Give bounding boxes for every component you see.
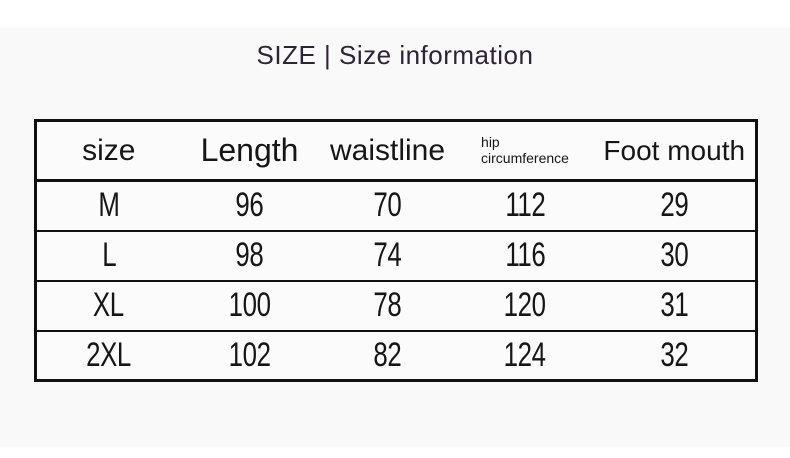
cell-length: 102 xyxy=(181,331,319,381)
cell-size: L xyxy=(36,231,181,281)
table-header-row: size Length waistline hip circumference … xyxy=(35,121,757,181)
cell-value: 96 xyxy=(235,186,264,225)
cell-length: 100 xyxy=(181,281,319,331)
cell-foot-mouth: 29 xyxy=(594,181,757,231)
cell-length: 98 xyxy=(181,231,319,281)
cell-foot-mouth: 32 xyxy=(594,331,757,381)
column-header-size: size xyxy=(36,121,181,181)
cell-value: 120 xyxy=(504,286,546,324)
cell-value: 102 xyxy=(228,335,271,374)
cell-value: 29 xyxy=(660,186,689,225)
column-header-hip-circumference: hip circumference xyxy=(457,121,594,181)
cell-value: 32 xyxy=(660,335,689,374)
cell-value: 74 xyxy=(373,236,402,274)
cell-value: L xyxy=(101,236,116,274)
column-header-waistline: waistline xyxy=(319,121,457,181)
cell-value: 116 xyxy=(504,236,546,274)
table-row-2xl: 2XL 102 82 124 32 xyxy=(35,330,757,381)
cell-value: 30 xyxy=(660,236,689,274)
column-header-label: Length xyxy=(200,132,299,168)
cell-value: 124 xyxy=(504,335,546,374)
cell-hip-circumference: 112 xyxy=(457,181,594,231)
cell-value: 82 xyxy=(373,335,402,374)
cell-hip-circumference: 120 xyxy=(457,281,594,331)
cell-size: 2XL xyxy=(36,331,181,381)
cell-waistline: 82 xyxy=(319,331,457,381)
column-header-label: waistline xyxy=(329,133,446,167)
cell-waistline: 78 xyxy=(319,281,457,331)
cell-length: 96 xyxy=(181,181,319,231)
column-header-label: hip circumference xyxy=(481,134,569,166)
cell-hip-circumference: 124 xyxy=(457,331,594,381)
column-header-foot-mouth: Foot mouth xyxy=(594,121,757,181)
cell-value: 112 xyxy=(504,186,546,225)
cell-size: M xyxy=(36,181,181,231)
cell-foot-mouth: 30 xyxy=(594,231,757,281)
cell-value: XL xyxy=(93,286,125,324)
cell-value: 70 xyxy=(373,186,402,225)
cell-size: XL xyxy=(36,281,181,331)
column-header-length: Length xyxy=(181,121,319,181)
cell-foot-mouth: 31 xyxy=(594,281,757,331)
cell-value: 2XL xyxy=(86,335,132,374)
table-row-l: L 98 74 116 30 xyxy=(35,230,757,281)
column-header-label: size xyxy=(82,133,136,167)
cell-waistline: 74 xyxy=(319,231,457,281)
table-row-xl: XL 100 78 120 31 xyxy=(35,280,757,331)
cell-hip-circumference: 116 xyxy=(457,231,594,281)
cell-value: 100 xyxy=(228,286,271,324)
cell-value: 78 xyxy=(373,286,402,324)
cell-waistline: 70 xyxy=(319,181,457,231)
size-chart-table: size Length waistline hip circumference … xyxy=(34,119,758,382)
cell-value: 31 xyxy=(660,286,689,324)
table-row-m: M 96 70 112 29 xyxy=(36,181,757,231)
page-title: SIZE | Size information xyxy=(256,40,534,70)
cell-value: 98 xyxy=(235,236,264,274)
cell-value: M xyxy=(98,186,120,225)
column-header-label: Foot mouth xyxy=(603,134,746,166)
